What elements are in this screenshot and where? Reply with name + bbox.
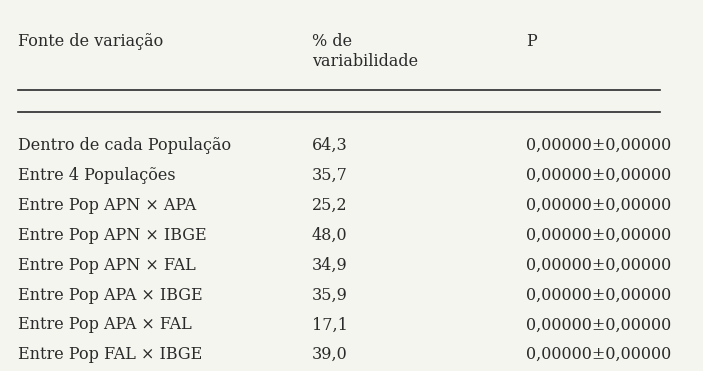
Text: 39,0: 39,0 [312,346,348,363]
Text: P: P [527,33,537,50]
Text: Entre Pop APN × APA: Entre Pop APN × APA [18,197,195,214]
Text: 0,00000±0,00000: 0,00000±0,00000 [527,137,671,154]
Text: 0,00000±0,00000: 0,00000±0,00000 [527,227,671,244]
Text: 64,3: 64,3 [312,137,348,154]
Text: 0,00000±0,00000: 0,00000±0,00000 [527,167,671,184]
Text: Entre Pop APA × IBGE: Entre Pop APA × IBGE [18,286,202,303]
Text: 48,0: 48,0 [312,227,348,244]
Text: 0,00000±0,00000: 0,00000±0,00000 [527,316,671,334]
Text: Entre Pop APN × IBGE: Entre Pop APN × IBGE [18,227,206,244]
Text: 35,9: 35,9 [312,286,348,303]
Text: Dentro de cada População: Dentro de cada População [18,137,231,154]
Text: 34,9: 34,9 [312,257,348,274]
Text: 0,00000±0,00000: 0,00000±0,00000 [527,346,671,363]
Text: 0,00000±0,00000: 0,00000±0,00000 [527,197,671,214]
Text: 17,1: 17,1 [312,316,348,334]
Text: 25,2: 25,2 [312,197,348,214]
Text: % de
variabilidade: % de variabilidade [312,33,418,69]
Text: Entre Pop FAL × IBGE: Entre Pop FAL × IBGE [18,346,202,363]
Text: Entre Pop APN × FAL: Entre Pop APN × FAL [18,257,195,274]
Text: Entre Pop APA × FAL: Entre Pop APA × FAL [18,316,191,334]
Text: Fonte de variação: Fonte de variação [18,33,163,50]
Text: 0,00000±0,00000: 0,00000±0,00000 [527,257,671,274]
Text: 35,7: 35,7 [312,167,348,184]
Text: Entre 4 Populações: Entre 4 Populações [18,167,175,184]
Text: 0,00000±0,00000: 0,00000±0,00000 [527,286,671,303]
